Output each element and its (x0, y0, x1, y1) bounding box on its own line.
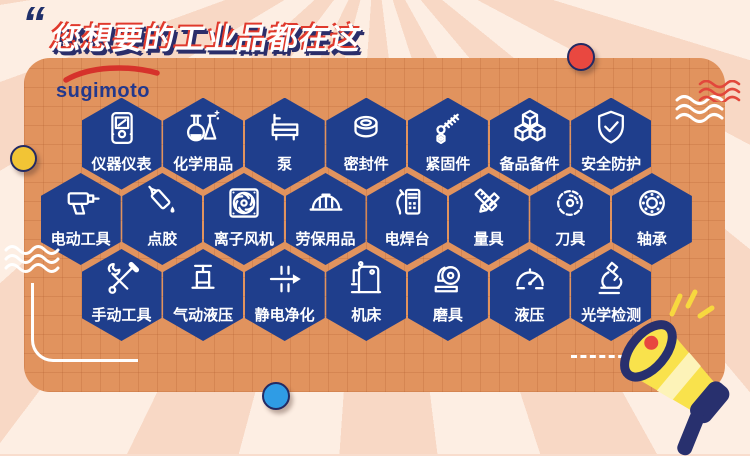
sawblade-icon (557, 190, 584, 216)
fan-icon (229, 188, 259, 218)
hex-helmet[interactable]: 劳保用品 (285, 173, 366, 265)
hex-machine[interactable]: 机床 (326, 249, 407, 341)
wave-lines-icon (698, 80, 741, 102)
hex-item-label: 泵 (277, 155, 293, 173)
sparkle-icon (669, 289, 715, 319)
microscope-icon (598, 261, 623, 295)
helmet-icon (309, 193, 342, 211)
hex-grinder[interactable]: 磨具 (407, 249, 488, 341)
red-dot-decoration (567, 43, 595, 71)
hex-chemistry[interactable]: 化学用品 (163, 97, 244, 190)
chemistry-icon (187, 109, 220, 141)
blue-dot-decoration (262, 382, 290, 410)
meter-icon (110, 111, 133, 144)
hex-item-label: 电焊台 (384, 231, 430, 248)
machine-icon (351, 260, 382, 294)
hex-item-label: 手动工具 (91, 307, 152, 324)
hex-pump[interactable]: 泵 (244, 97, 325, 190)
hex-item-label: 液压 (514, 307, 545, 324)
hex-item-label: 静电净化 (254, 307, 315, 324)
hex-item-label: 密封件 (343, 155, 389, 173)
glue-icon (148, 185, 175, 213)
welder-icon (396, 188, 421, 215)
cubes-icon (513, 109, 546, 141)
hex-item-label: 离子风机 (213, 231, 274, 248)
hex-item-label: 劳保用品 (295, 231, 356, 248)
hex-item-label: 量具 (473, 231, 504, 248)
hex-seal[interactable]: 密封件 (326, 97, 407, 190)
bearing-icon (638, 190, 665, 216)
wave-lines-icon (4, 245, 60, 273)
hex-item-label: 光学检测 (581, 307, 642, 324)
brand-logo[interactable]: sugimoto (56, 80, 150, 102)
hex-item-label: 安全防护 (581, 155, 642, 173)
tools-icon (107, 261, 139, 294)
hex-valve[interactable]: 气动液压 (163, 249, 244, 341)
megaphone-icon (620, 320, 730, 456)
gauge-icon (515, 268, 544, 290)
shield-icon (598, 110, 625, 144)
hex-item-label: 电动工具 (50, 231, 111, 248)
airflow-icon (269, 265, 301, 293)
hex-item-label: 点胶 (147, 231, 178, 248)
grinder-icon (434, 266, 460, 293)
hex-item-label: 仪器仪表 (91, 155, 152, 173)
wave-lines-icon (675, 95, 724, 123)
hex-item-label: 机床 (351, 307, 382, 324)
seal-icon (354, 115, 378, 138)
hex-item-label: 刀具 (555, 231, 586, 248)
hex-item-label: 磨具 (432, 307, 463, 324)
hex-item-label: 备品备件 (499, 155, 560, 173)
hex-item-label: 轴承 (636, 231, 667, 248)
hex-airflow[interactable]: 静电净化 (244, 249, 325, 341)
yellow-dot-decoration (10, 145, 37, 172)
quote-icon: “ (22, 0, 45, 49)
dashed-line-decoration (571, 355, 643, 358)
hex-fastener[interactable]: 紧固件 (407, 97, 488, 190)
valve-icon (191, 264, 215, 289)
hex-item-label: 紧固件 (425, 155, 471, 173)
pump-icon (271, 113, 299, 141)
logo-swoosh-icon (63, 65, 160, 83)
ruler-icon (474, 188, 500, 213)
fastener-icon (436, 113, 460, 144)
page-title: 您想要的工业品都在这 (48, 23, 365, 56)
drill-icon (67, 192, 100, 215)
hex-welder[interactable]: 电焊台 (367, 173, 448, 265)
hex-item-label: 气动液压 (173, 307, 234, 324)
hex-item-label: 化学用品 (173, 155, 234, 173)
corner-line-decoration (31, 283, 138, 362)
hex-tools[interactable]: 手动工具 (81, 249, 162, 341)
